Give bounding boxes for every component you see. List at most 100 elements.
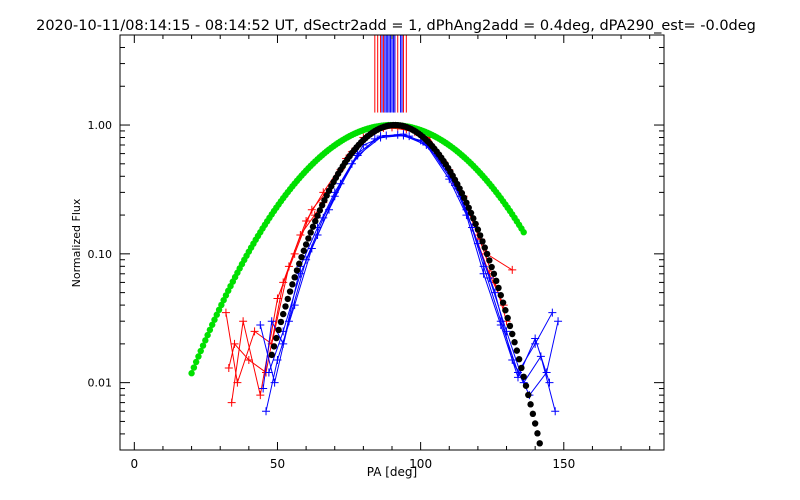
data-point-blue <box>270 378 279 387</box>
data-point-blue <box>531 334 540 343</box>
data-point-red <box>244 355 253 364</box>
data-point-blue <box>393 130 402 139</box>
model-point-black <box>499 299 507 306</box>
data-point-red <box>239 317 248 326</box>
data-point-blue <box>319 213 328 222</box>
data-point-blue <box>376 133 385 142</box>
model-point-green <box>208 321 216 328</box>
data-point-red <box>273 294 282 303</box>
data-point-red <box>284 262 293 271</box>
data-point-blue <box>262 407 271 416</box>
model-point-black <box>470 215 477 222</box>
y-tick-label: 0.01 <box>88 377 113 390</box>
model-point-black <box>275 326 282 334</box>
data-point-red <box>224 363 233 372</box>
model-point-black <box>458 189 466 197</box>
model-point-black <box>474 226 482 233</box>
model-point-black <box>520 373 527 380</box>
data-point-blue <box>485 273 494 282</box>
series-line-blue <box>265 134 559 412</box>
model-point-black <box>284 295 291 303</box>
model-point-black <box>293 267 301 274</box>
data-point-blue <box>296 269 305 278</box>
model-point-black <box>481 244 488 251</box>
data-point-blue <box>264 368 273 377</box>
model-point-black <box>316 207 324 214</box>
data-point-blue <box>502 327 511 336</box>
model-point-green <box>218 301 225 309</box>
data-point-blue <box>353 151 362 160</box>
model-point-black <box>490 270 498 278</box>
data-point-blue <box>548 308 557 317</box>
model-point-black <box>312 217 319 225</box>
model-point-black <box>460 194 468 202</box>
model-point-black <box>472 220 479 228</box>
model-point-black <box>300 247 308 254</box>
y-axis-label: Normalized Flux <box>70 198 83 287</box>
model-point-green <box>190 364 198 371</box>
model-point-black <box>282 303 289 310</box>
model-point-green <box>211 316 218 323</box>
model-point-black <box>280 310 287 318</box>
model-point-black <box>509 330 516 338</box>
data-point-red <box>508 265 517 274</box>
x-tick-label: 50 <box>270 457 285 471</box>
model-point-black <box>515 355 523 363</box>
x-tick-label: 100 <box>409 457 432 471</box>
model-point-green <box>213 311 220 318</box>
model-point-black <box>536 440 543 447</box>
model-point-black <box>291 274 298 281</box>
model-point-black <box>305 235 312 242</box>
model-point-black <box>273 334 280 342</box>
model-point-black <box>506 322 514 330</box>
data-point-blue <box>382 131 391 140</box>
data-point-red <box>227 398 236 407</box>
chart-title: 2020-10-11/08:14:15 - 08:14:52 UT, dSect… <box>36 18 756 34</box>
series-line-red <box>225 126 505 383</box>
model-point-black <box>531 420 539 427</box>
model-point-green <box>206 326 214 334</box>
model-point-black <box>483 250 491 258</box>
model-point-black <box>296 260 303 267</box>
model-point-black <box>525 391 532 399</box>
model-point-green <box>195 353 202 360</box>
data-point-red <box>302 216 311 225</box>
data-point-red <box>230 339 239 348</box>
model-point-black <box>270 343 278 350</box>
model-point-black <box>321 197 328 204</box>
model-point-black <box>518 364 525 372</box>
model-point-black <box>286 288 294 295</box>
model-point-black <box>486 257 493 264</box>
model-point-black <box>497 292 504 299</box>
model-point-black <box>467 209 475 217</box>
model-point-green <box>197 347 204 355</box>
data-point-red <box>233 378 242 387</box>
data-point-blue <box>259 384 268 393</box>
data-point-blue <box>267 317 276 326</box>
data-point-blue <box>256 321 265 330</box>
model-point-black <box>298 253 305 261</box>
model-point-green <box>204 331 211 339</box>
model-point-black <box>289 281 296 288</box>
data-point-red <box>256 391 265 400</box>
x-tick-label: 150 <box>552 457 575 471</box>
y-tick-label: 1.00 <box>88 119 113 132</box>
model-point-green <box>215 306 223 314</box>
model-point-black <box>511 339 518 346</box>
data-point-blue <box>479 269 488 278</box>
data-point-blue <box>330 192 339 201</box>
model-point-black <box>479 238 486 245</box>
model-point-black <box>314 212 321 219</box>
data-point-blue <box>554 317 563 326</box>
data-point-blue <box>545 378 554 387</box>
data-point-blue <box>313 231 322 240</box>
series-line-blue <box>268 134 550 383</box>
model-point-black <box>529 410 537 418</box>
data-point-blue <box>399 131 408 140</box>
data-layer <box>188 35 563 447</box>
model-point-black <box>522 382 530 389</box>
axis-ticks: 0 50 100 150 0.01 0.10 1.00 <box>88 34 664 471</box>
model-point-black <box>268 351 275 359</box>
model-point-black <box>504 314 511 322</box>
model-point-black <box>488 263 495 271</box>
